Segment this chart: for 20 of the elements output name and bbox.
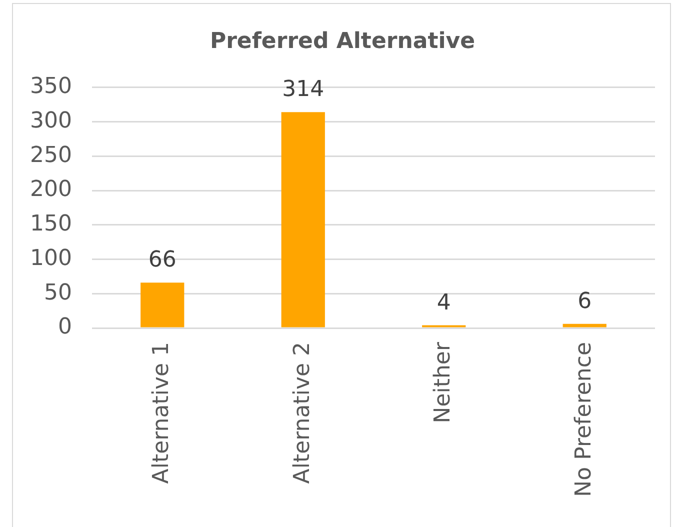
x-tick-label: Alternative 2 bbox=[290, 342, 315, 484]
x-tick-label: Alternative 1 bbox=[149, 342, 174, 484]
y-tick-label: 350 bbox=[30, 74, 72, 100]
data-label: 6 bbox=[578, 288, 592, 314]
y-tick-label: 250 bbox=[30, 142, 72, 168]
data-label: 66 bbox=[148, 248, 176, 273]
y-tick-label: 150 bbox=[30, 212, 72, 237]
chart-title: Preferred Alternative bbox=[210, 28, 476, 54]
data-label: 4 bbox=[436, 290, 451, 316]
y-tick-label: 300 bbox=[30, 108, 72, 134]
y-tick-label: 100 bbox=[30, 246, 72, 271]
data-label: 314 bbox=[282, 77, 324, 102]
y-tick-label: 0 bbox=[58, 314, 72, 340]
x-tick-label: Neither bbox=[430, 341, 456, 424]
bar bbox=[562, 324, 606, 328]
bar bbox=[281, 112, 325, 328]
bar bbox=[140, 282, 184, 328]
y-tick-label: 50 bbox=[44, 280, 72, 306]
y-tick-label: 200 bbox=[30, 177, 72, 202]
x-tick-label: No Preference bbox=[571, 342, 596, 497]
